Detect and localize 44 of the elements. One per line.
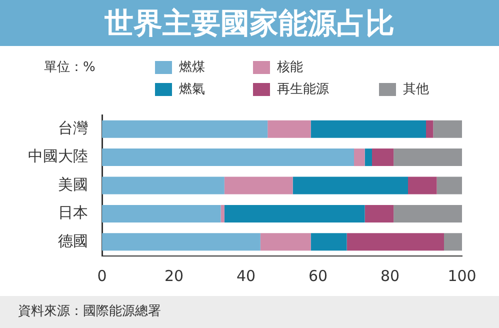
legend-label: 再生能源 [277,81,329,98]
bar [268,120,311,138]
bar [394,204,462,222]
bar [433,120,462,138]
text: 單位：% [44,59,96,76]
x-tick-label: 80 [380,266,400,285]
bar [292,176,408,194]
bar [364,204,394,222]
bar [102,204,221,222]
bar [436,176,462,194]
bar [220,204,224,222]
legend-label: 核能 [277,59,303,76]
x-tick-label: 40 [236,266,256,285]
x-tick-label: 20 [164,266,184,285]
legend-label: 燃氣 [179,81,205,98]
bar [102,148,354,166]
bar [372,148,394,166]
bar [102,233,260,251]
legend-label: 燃煤 [179,59,205,76]
source-note: 資料來源：國際能源總署 [0,296,499,328]
y-tick-label: 德國 [58,232,88,250]
chart-title: 世界主要國家能源占比 [0,0,499,46]
bar [364,148,372,166]
bar [426,120,434,138]
bar [102,120,268,138]
bar [224,204,365,222]
bar [408,176,437,194]
bar [394,148,462,166]
y-tick-label: 美國 [58,175,88,194]
bar [102,176,224,194]
bar [444,233,462,251]
y-tick-label: 台灣 [58,118,88,137]
bar [224,176,293,194]
bar [310,233,347,251]
y-tick-label: 日本 [58,204,88,222]
x-tick-label: 100 [448,266,476,285]
bar [354,148,365,166]
bar [346,233,444,251]
bar [310,120,426,138]
x-tick-label: 0 [97,266,107,285]
bar [260,233,311,251]
legend-label: 其他 [403,81,429,98]
x-tick-label: 60 [308,266,328,285]
y-tick-label: 中國大陸 [28,147,88,166]
